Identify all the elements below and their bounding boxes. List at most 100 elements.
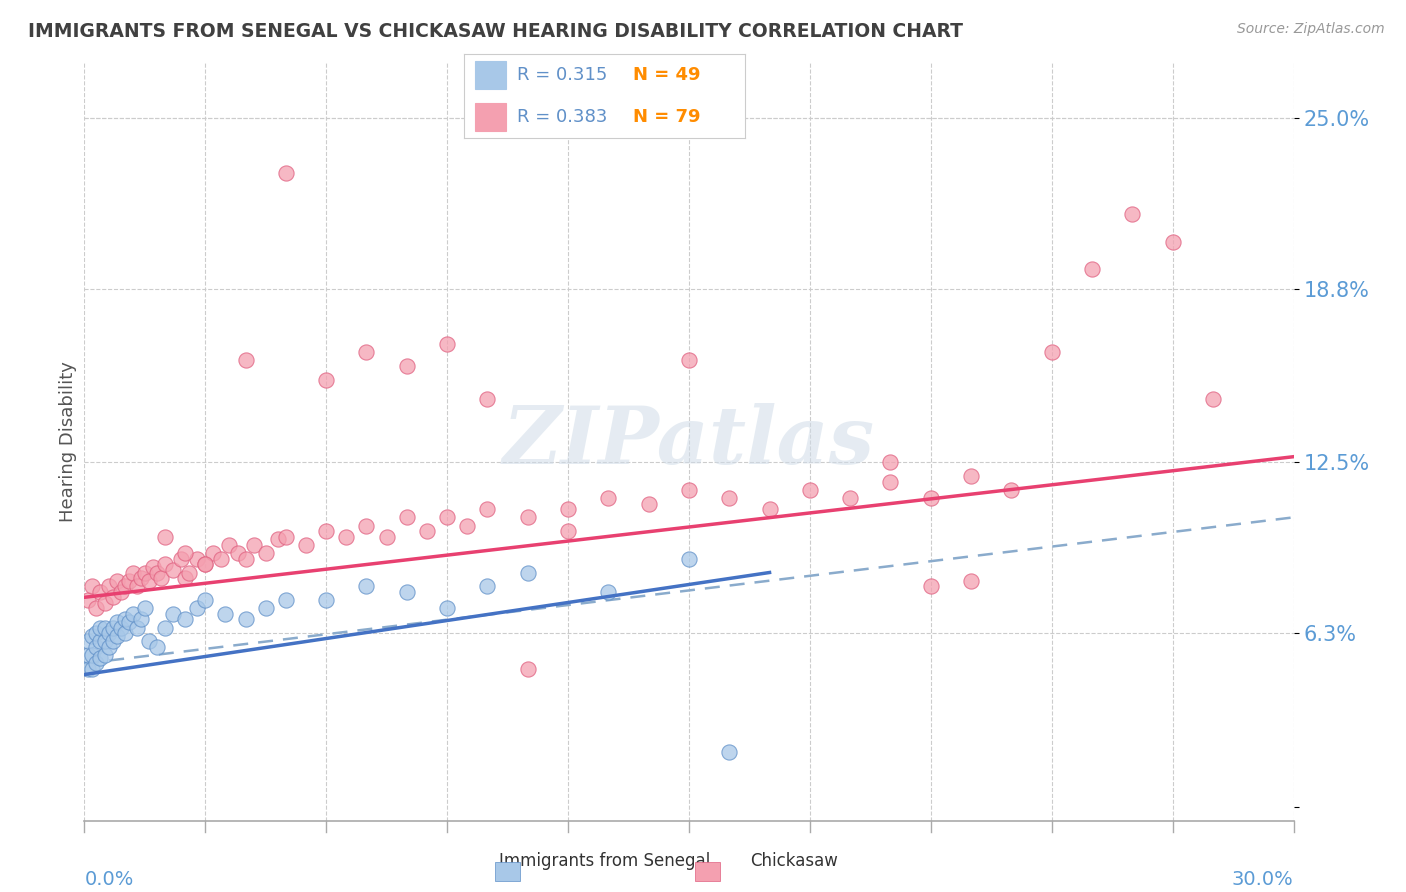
Point (97, 626, 120, 640)
Point (436, 510, 458, 524)
Point (254, 601, 277, 615)
Text: ZIPatlas: ZIPatlas (503, 403, 875, 480)
Point (598, 491, 620, 505)
Point (93, 621, 115, 635)
Point (77, 662, 100, 676)
Point (121, 607, 143, 621)
Point (235, 353, 257, 368)
Point (114, 626, 136, 640)
Point (174, 546, 197, 560)
Point (142, 560, 165, 574)
Point (516, 510, 538, 524)
Y-axis label: Hearing Disability: Hearing Disability (59, 361, 77, 522)
Point (125, 579, 148, 593)
Text: IMMIGRANTS FROM SENEGAL VS CHICKASAW HEARING DISABILITY CORRELATION CHART: IMMIGRANTS FROM SENEGAL VS CHICKASAW HEA… (28, 22, 963, 41)
Point (121, 566, 143, 580)
Point (82, 629, 104, 643)
Text: Source: ZipAtlas.com: Source: ZipAtlas.com (1237, 22, 1385, 37)
Point (82, 648, 104, 663)
Point (436, 601, 458, 615)
Point (242, 538, 264, 552)
Point (101, 621, 124, 635)
Point (93, 648, 115, 663)
Point (416, 524, 439, 538)
Point (105, 615, 128, 629)
Point (879, 455, 901, 469)
Point (82, 662, 104, 676)
Point (101, 591, 124, 605)
Point (118, 574, 141, 588)
Bar (475, 103, 506, 130)
Point (110, 584, 132, 599)
Point (129, 612, 152, 626)
Text: 30.0%: 30.0% (1232, 871, 1294, 889)
Point (77, 593, 100, 607)
Point (162, 563, 184, 577)
Text: R = 0.383: R = 0.383 (517, 108, 607, 126)
Point (637, 497, 659, 511)
Point (153, 558, 176, 572)
Point (516, 662, 538, 676)
Point (315, 372, 337, 386)
Point (295, 538, 318, 552)
Point (1081, 262, 1104, 277)
Point (101, 634, 124, 648)
Point (718, 745, 741, 759)
Point (153, 530, 176, 544)
Point (235, 612, 257, 626)
Point (114, 612, 136, 626)
Point (77, 634, 100, 648)
Point (920, 579, 942, 593)
Point (436, 336, 458, 351)
Text: Chickasaw: Chickasaw (751, 852, 838, 870)
Point (1121, 207, 1143, 221)
Point (86, 626, 108, 640)
Bar (475, 62, 506, 89)
Text: N = 49: N = 49 (633, 66, 700, 84)
Point (179, 566, 201, 580)
Point (153, 621, 176, 635)
Point (678, 551, 700, 566)
Point (129, 571, 152, 585)
Point (105, 629, 128, 643)
Point (678, 353, 700, 368)
Point (1161, 235, 1184, 249)
Point (97, 640, 120, 654)
Point (125, 621, 148, 635)
Point (162, 607, 184, 621)
Point (202, 546, 225, 560)
Point (758, 502, 780, 516)
Point (1202, 392, 1225, 406)
Point (557, 502, 579, 516)
Point (356, 579, 378, 593)
Point (395, 359, 418, 373)
Point (226, 546, 249, 560)
Point (254, 546, 277, 560)
Point (879, 475, 901, 489)
Point (118, 615, 141, 629)
Point (186, 601, 208, 615)
Point (960, 574, 983, 588)
Point (456, 518, 478, 533)
Point (960, 469, 983, 483)
Point (598, 584, 620, 599)
Point (274, 166, 297, 180)
Text: R = 0.315: R = 0.315 (517, 66, 607, 84)
Point (218, 538, 240, 552)
Point (170, 551, 193, 566)
Point (89, 651, 111, 665)
Point (209, 551, 232, 566)
Point (274, 593, 297, 607)
Point (375, 530, 398, 544)
Point (395, 510, 418, 524)
Point (235, 551, 257, 566)
Point (149, 571, 172, 585)
Point (477, 392, 499, 406)
Point (138, 574, 160, 588)
Point (89, 634, 111, 648)
Point (174, 571, 197, 585)
Point (1000, 483, 1022, 497)
Point (267, 533, 290, 547)
Point (678, 483, 700, 497)
Point (920, 491, 942, 505)
